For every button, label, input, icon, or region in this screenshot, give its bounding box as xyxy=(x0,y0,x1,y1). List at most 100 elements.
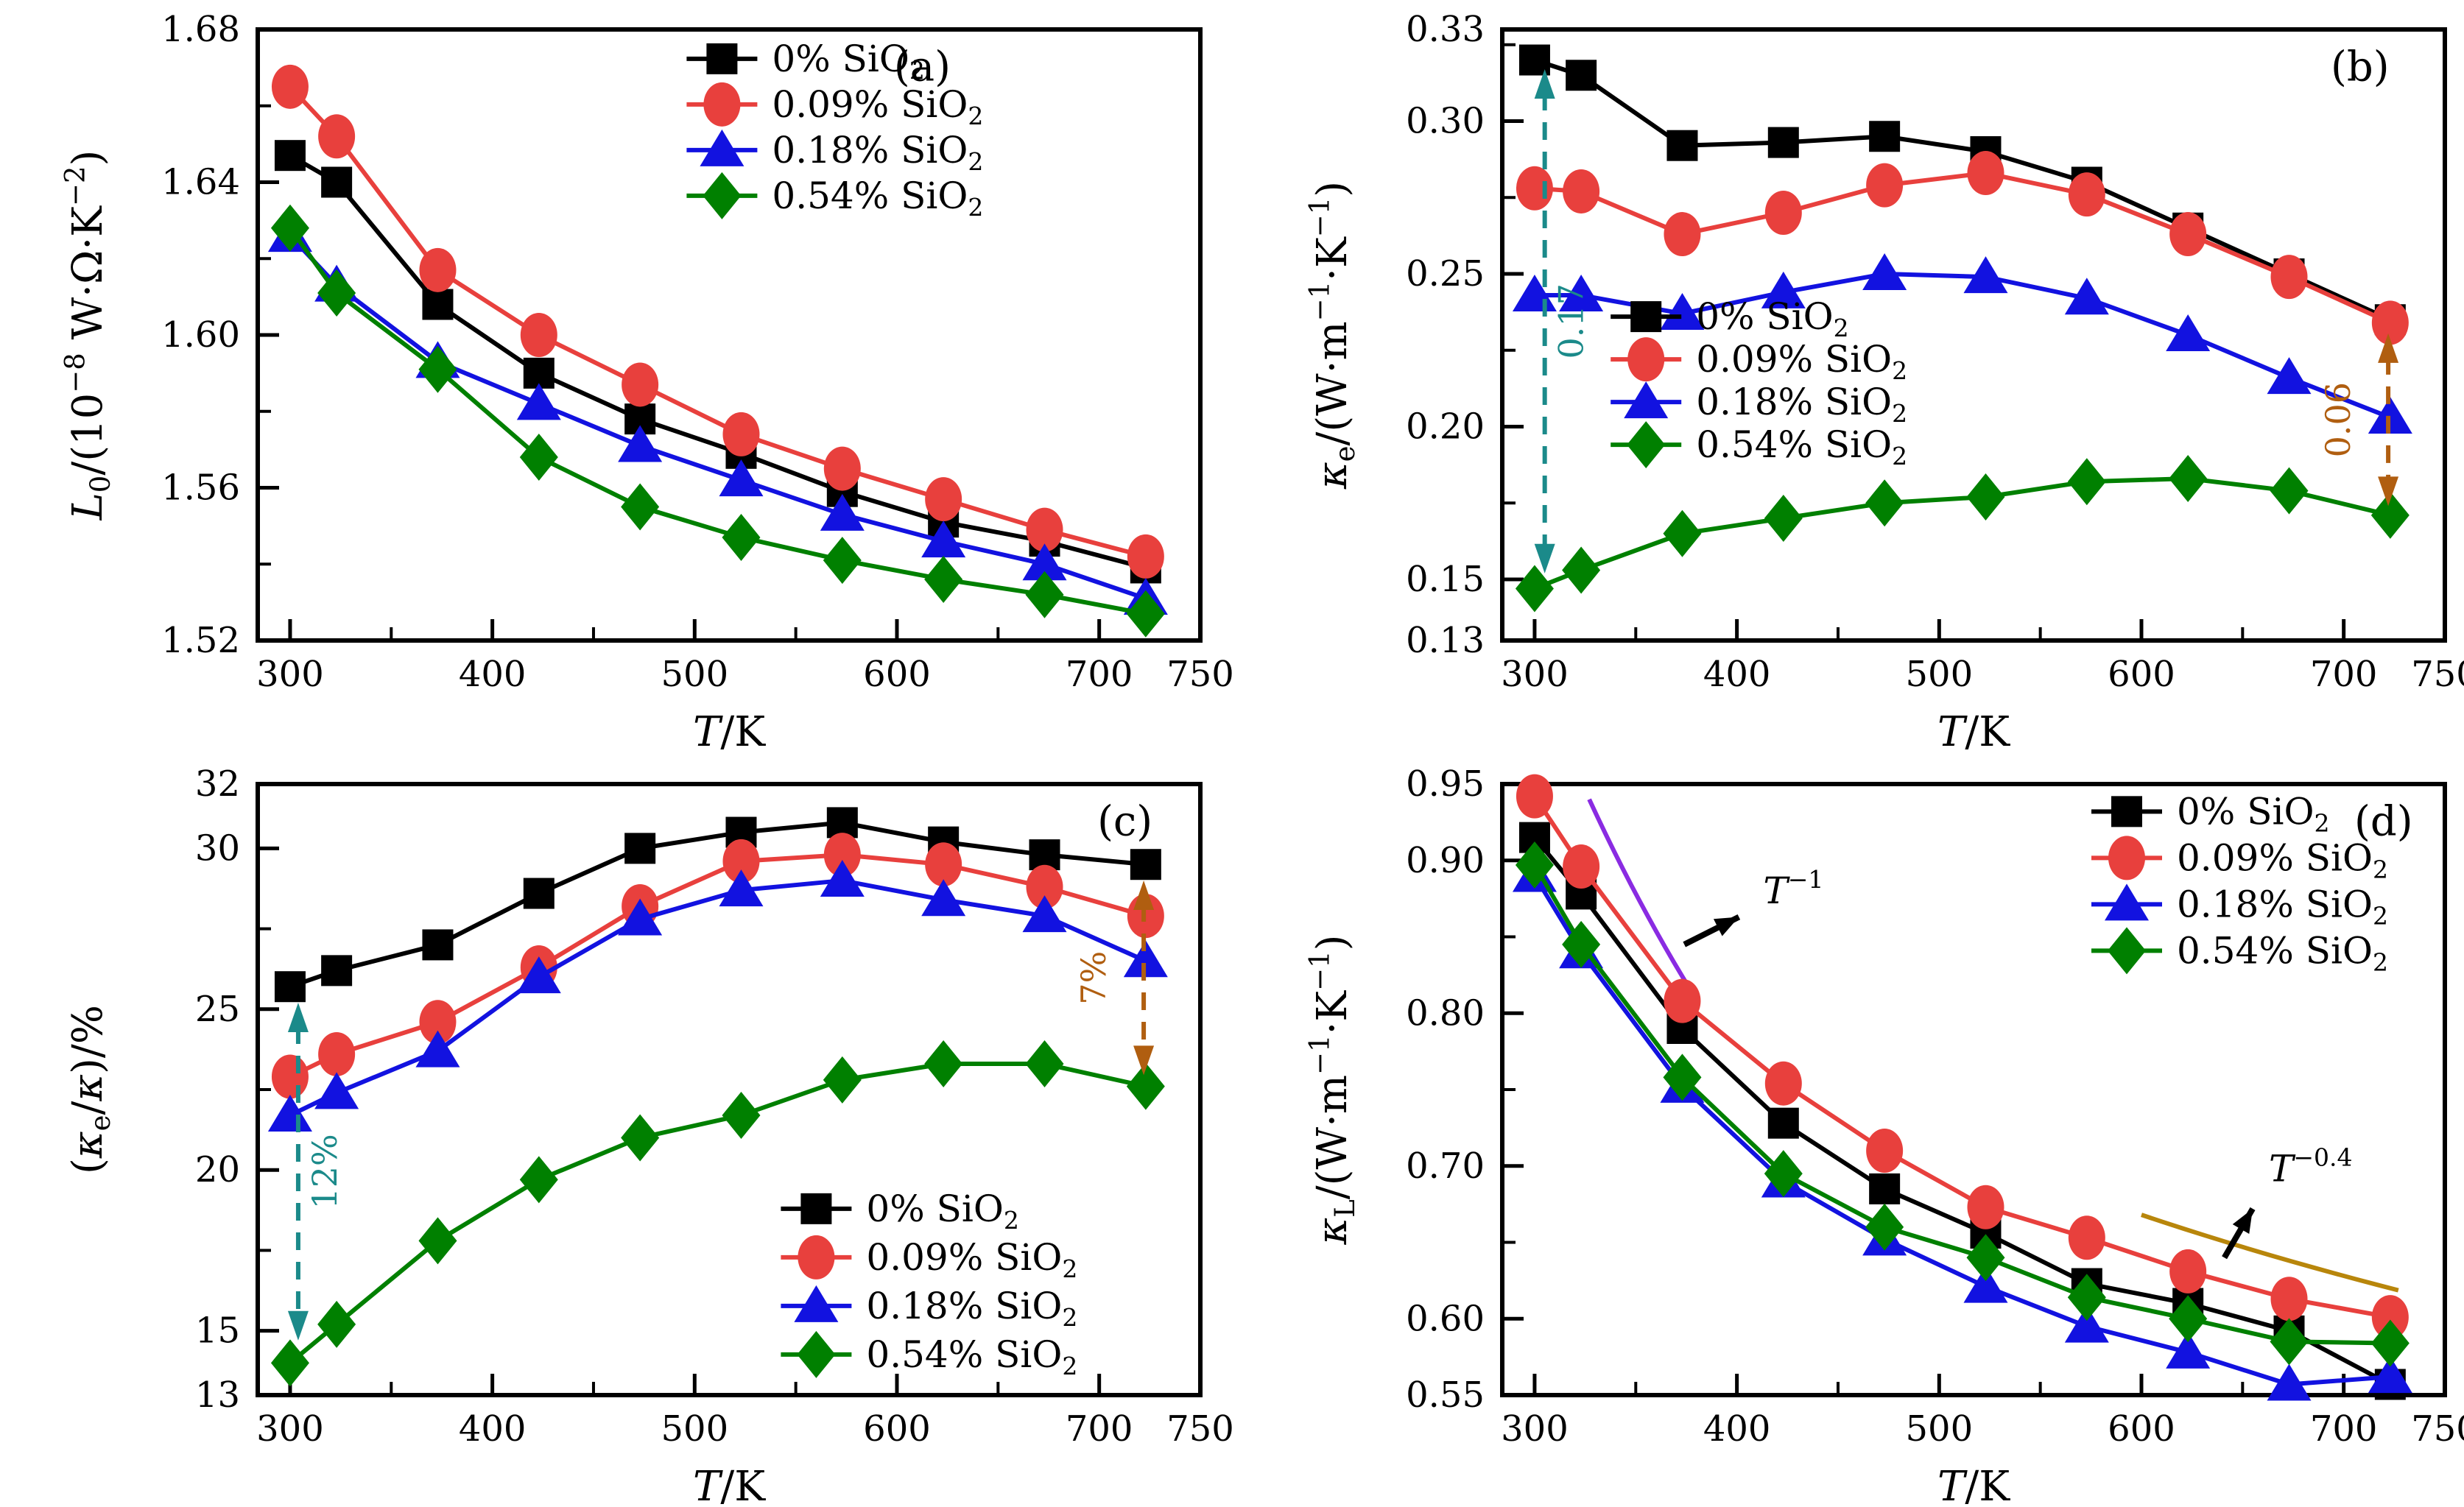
panel-tag-a: (a) xyxy=(894,43,951,91)
circle-marker xyxy=(823,833,861,878)
y-tick-label: 0.25 xyxy=(1406,253,1485,294)
triangle-marker xyxy=(2267,357,2312,395)
x-tick-label: 300 xyxy=(1501,1408,1569,1450)
square-marker xyxy=(2111,796,2142,827)
diamond-marker xyxy=(2270,1318,2309,1366)
x-axis-a: 300 400 500 600 700 750 T/K xyxy=(256,619,1234,756)
circle-marker xyxy=(271,1054,309,1099)
legend-item-0-sio-2: 0% SiO2 xyxy=(2091,790,2329,837)
legend-item-0-09-sio-2: 0.09% SiO2 xyxy=(686,82,983,130)
circle-marker xyxy=(1664,978,1701,1023)
series-line xyxy=(287,233,1148,601)
y-tick-label: 13 xyxy=(195,1374,240,1416)
diamond-marker xyxy=(1562,546,1601,594)
y-tick-label: 1.60 xyxy=(161,314,240,356)
y-axis-title: (κe/κ)/% xyxy=(64,1005,116,1174)
diamond-marker xyxy=(1515,841,1554,889)
circle-marker xyxy=(722,412,760,456)
diamond-marker xyxy=(2108,927,2146,975)
legend-label: 0% SiO2 xyxy=(866,1187,1018,1235)
legend-item-0-18-sio-2: 0.18% SiO2 xyxy=(2091,883,2388,930)
y-tick-label: 0.15 xyxy=(1406,559,1485,600)
legend-label: 0.54% SiO2 xyxy=(866,1333,1077,1380)
series-0-09-sio-2 xyxy=(1516,151,2409,345)
triangle-marker xyxy=(314,1072,359,1109)
circle-marker xyxy=(318,114,356,159)
plot-frame xyxy=(256,27,1203,643)
panel-b: 300 400 500 600 700 750 T/K 0.13 0.15 0.20 0.25 0.3… xyxy=(1303,9,2464,756)
triangle-marker xyxy=(1559,275,1604,312)
triangle-marker xyxy=(1624,381,1669,419)
x-tick-label: 400 xyxy=(1703,654,1771,695)
diamond-marker xyxy=(1966,1234,2005,1282)
x-tick-label: 600 xyxy=(863,1408,931,1450)
x-tick-label: 750 xyxy=(2411,654,2464,695)
circle-marker xyxy=(1127,534,1164,579)
difference-label: 7% xyxy=(1074,951,1113,1005)
x-tick-label: 600 xyxy=(863,654,931,695)
triangle-marker xyxy=(2166,314,2211,351)
diamond-marker xyxy=(519,1156,558,1204)
diamond-marker xyxy=(1627,421,1666,469)
plot-frame xyxy=(1500,782,2447,1397)
series-line xyxy=(1532,862,2393,1346)
series-0-sio-2 xyxy=(274,807,1161,1003)
triangle-marker xyxy=(2064,278,2109,315)
panel-tag-d: (d) xyxy=(2354,797,2413,845)
triangle-marker xyxy=(1660,292,1705,330)
diamond-marker xyxy=(1764,1150,1803,1198)
square-marker xyxy=(1130,849,1161,880)
circle-marker xyxy=(271,64,309,109)
y-tick-label: 0.20 xyxy=(1406,406,1485,448)
legend-item-0-sio-2: 0% SiO2 xyxy=(686,38,925,85)
circle-marker xyxy=(2270,255,2308,300)
diamond-marker xyxy=(519,434,558,481)
diamond-marker xyxy=(1663,1054,1702,1101)
circle-marker xyxy=(1967,151,2004,196)
x-tick-label: 500 xyxy=(661,654,728,695)
y-axis-a: 1.52 1.56 1.60 1.64 1.68 L0/(10−8 W·Ω·K−2) xyxy=(59,9,279,661)
triangle-marker xyxy=(1963,1266,2008,1303)
square-marker xyxy=(321,166,353,198)
diamond-marker xyxy=(270,204,309,252)
series-line xyxy=(287,820,1148,989)
circle-marker xyxy=(798,1235,835,1280)
x-tick-label: 700 xyxy=(2310,654,2378,695)
series-line xyxy=(287,153,1148,571)
x-tick-label: 300 xyxy=(256,1408,324,1450)
circle-marker xyxy=(1866,163,1904,208)
x-tick-label: 500 xyxy=(661,1408,728,1450)
y-tick-label: 0.30 xyxy=(1406,101,1485,142)
triangle-marker xyxy=(921,520,966,558)
y-tick-label: 1.52 xyxy=(161,620,240,661)
legend-label: 0.18% SiO2 xyxy=(2177,883,2388,930)
legend-item-0-18-sio-2: 0.18% SiO2 xyxy=(1611,381,1907,428)
square-marker xyxy=(1869,121,1901,152)
triangle-marker xyxy=(1862,253,1907,290)
legend-item-0-09-sio-2: 0.09% SiO2 xyxy=(2091,836,2388,883)
series-line xyxy=(1532,476,2393,591)
panel-d: 300 400 500 600 700 750 T/K 0.55 0.60 0.70 0.80 0.9… xyxy=(1303,763,2464,1507)
legend-item-0-54-sio-2: 0.54% SiO2 xyxy=(686,172,983,222)
diamond-marker xyxy=(797,1330,836,1378)
square-marker xyxy=(1630,301,1662,333)
triangle-marker xyxy=(267,1094,312,1132)
circle-marker xyxy=(2371,300,2409,345)
triangle-marker xyxy=(2267,1363,2312,1401)
y-tick-label: 0.80 xyxy=(1406,992,1485,1034)
diamond-marker xyxy=(2067,1274,2106,1321)
circle-marker xyxy=(1563,844,1600,889)
circle-marker xyxy=(2371,1295,2409,1340)
legend-label: 0.18% SiO2 xyxy=(1696,381,1907,428)
series-0-54-sio-2 xyxy=(1515,841,2410,1367)
x-tick-label: 600 xyxy=(2108,654,2175,695)
panel-tag-b: (b) xyxy=(2331,43,2390,91)
circle-marker xyxy=(2108,836,2145,880)
series-line xyxy=(1532,835,2393,1387)
circle-marker xyxy=(1866,1129,1904,1173)
reference-line: T−1 xyxy=(1587,798,1823,991)
difference-label: 0.06 xyxy=(2318,382,2358,457)
y-tick-label: 25 xyxy=(195,989,240,1030)
diamond-marker xyxy=(1025,1040,1064,1088)
circle-marker xyxy=(1563,169,1600,213)
